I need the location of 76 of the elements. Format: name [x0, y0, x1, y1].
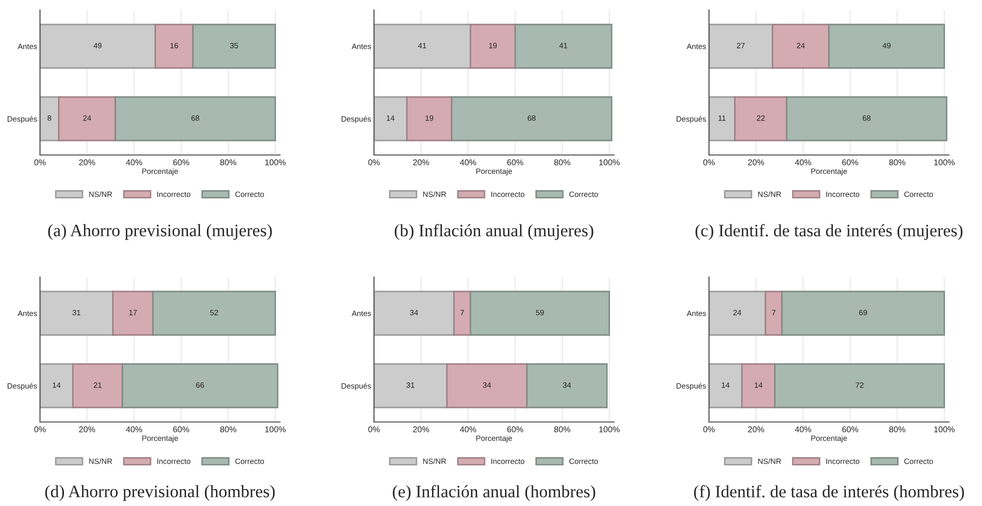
- bar: [40, 290, 114, 336]
- x-tick-label: 40%: [460, 159, 476, 166]
- x-tick-label: 40%: [794, 159, 812, 166]
- bar: [709, 24, 774, 69]
- bar: [709, 363, 743, 408]
- x-tick-label: 100%: [599, 159, 620, 166]
- bar: [374, 363, 448, 408]
- x-tick-label: 60%: [173, 159, 190, 166]
- x-tick-label: 40%: [794, 426, 812, 432]
- x-tick-label: 40%: [126, 426, 142, 432]
- bar: [470, 24, 516, 69]
- bar: [406, 96, 452, 142]
- bar: [112, 290, 154, 336]
- bar: [781, 290, 945, 336]
- bar: [374, 24, 472, 69]
- bar: [122, 363, 278, 408]
- x-tick-label: 40%: [460, 426, 476, 432]
- x-tick-label: 20%: [748, 159, 764, 166]
- x-tick-label: 0%: [34, 159, 46, 166]
- x-tick-label: 80%: [554, 426, 570, 432]
- x-tick-label: 20%: [748, 426, 764, 432]
- x-tick-label: 0%: [703, 159, 715, 166]
- x-tick-label: 100%: [265, 159, 286, 166]
- x-tick-label: 100%: [265, 426, 286, 432]
- text: (a) Ahorro previsional (mujeres): [48, 224, 272, 240]
- bar: [72, 363, 124, 408]
- bar: [828, 24, 945, 69]
- bar: [709, 290, 766, 336]
- x-tick-label: 100%: [934, 159, 955, 166]
- x-tick-label: 0%: [703, 426, 715, 432]
- x-tick-label: 40%: [126, 159, 142, 166]
- bar: [786, 96, 948, 142]
- bar: [192, 24, 276, 69]
- x-tick-label: 80%: [889, 159, 906, 166]
- x-tick-label: 20%: [79, 426, 96, 432]
- bar: [470, 290, 610, 336]
- text: (b) Inflación anual (mujeres): [394, 224, 594, 240]
- bar: [526, 363, 608, 408]
- x-tick-label: 100%: [599, 426, 620, 432]
- bar: [450, 96, 612, 142]
- bar: [514, 24, 612, 69]
- x-tick-label: 100%: [934, 426, 955, 432]
- x-tick-label: 60%: [507, 426, 524, 432]
- bar: [446, 363, 528, 408]
- bar: [734, 96, 788, 142]
- x-tick-label: 80%: [889, 426, 906, 432]
- bar: [374, 290, 455, 336]
- x-tick-label: 20%: [79, 159, 96, 166]
- bar: [709, 96, 736, 142]
- x-tick-label: 0%: [368, 159, 380, 166]
- x-tick-label: 60%: [507, 159, 524, 166]
- x-tick-label: 80%: [554, 159, 570, 166]
- x-tick-label: 80%: [220, 159, 236, 166]
- x-tick-label: 60%: [842, 159, 858, 166]
- x-tick-label: 0%: [34, 426, 46, 432]
- bar: [40, 24, 156, 69]
- text: (c) Identif. de tasa de interés (mujeres): [696, 224, 962, 240]
- bar: [154, 24, 194, 69]
- bar: [772, 24, 830, 69]
- bar: [374, 96, 408, 142]
- x-tick-label: 20%: [413, 426, 430, 432]
- text: (d) Ahorro previsional (hombres): [45, 485, 275, 501]
- x-tick-label: 20%: [413, 159, 430, 166]
- x-tick-label: 80%: [220, 426, 236, 432]
- bar: [152, 290, 276, 336]
- bar: [40, 363, 74, 408]
- text: (e) Inflación anual (hombres): [392, 485, 596, 501]
- bar: [774, 363, 945, 408]
- bar: [58, 96, 116, 142]
- bar: [453, 290, 472, 336]
- bar: [741, 363, 776, 408]
- bar: [114, 96, 276, 142]
- text: (f) Identif. de tasa de interés (hombres): [694, 485, 964, 501]
- x-tick-label: 0%: [368, 426, 380, 432]
- x-tick-label: 60%: [173, 426, 190, 432]
- x-tick-label: 60%: [842, 426, 858, 432]
